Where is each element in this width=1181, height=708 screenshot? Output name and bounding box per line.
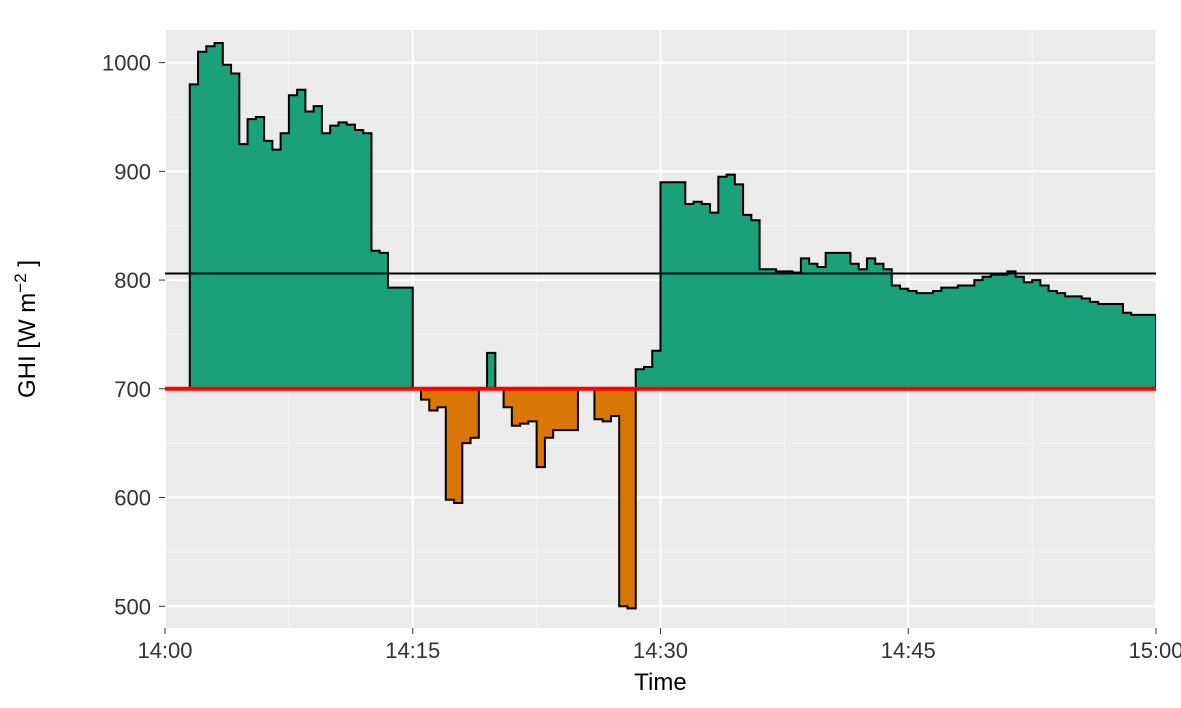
x-tick-label: 15:00 [1128, 638, 1181, 663]
x-axis-title: Time [634, 669, 686, 696]
y-tick-label: 500 [114, 594, 151, 619]
y-tick-label: 1000 [102, 51, 151, 76]
x-tick-label: 14:15 [385, 638, 440, 663]
y-axis-title: GHI [W m−2 ] [11, 260, 42, 398]
ghi-step-chart: 14:00 14:15 14:30 14:45 15:00 500 600 700 800 900… [0, 0, 1181, 708]
x-tick-label: 14:30 [633, 638, 688, 663]
y-tick-label: 900 [114, 159, 151, 184]
y-tick-label: 700 [114, 377, 151, 402]
chart-svg: 14:00 14:15 14:30 14:45 15:00 500 600 700 800 900… [0, 0, 1181, 708]
y-tick-label: 600 [114, 486, 151, 511]
x-tick-label: 14:00 [137, 638, 192, 663]
x-tick-label: 14:45 [881, 638, 936, 663]
y-tick-label: 800 [114, 268, 151, 293]
